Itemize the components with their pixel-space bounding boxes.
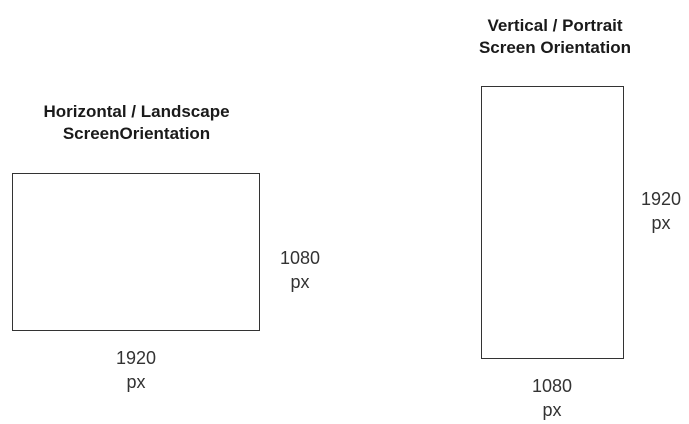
portrait-title: Vertical / Portrait Screen Orientation: [450, 15, 660, 59]
portrait-height-label: 1920 px: [633, 187, 689, 235]
landscape-width-label: 1920 px: [104, 346, 168, 394]
portrait-height-value: 1920: [640, 189, 682, 209]
landscape-height-label: 1080 px: [268, 246, 332, 294]
portrait-title-line2: Screen Orientation: [478, 38, 632, 57]
landscape-width-value: 1920: [115, 348, 157, 368]
landscape-title: Horizontal / Landscape ScreenOrientation: [0, 101, 273, 145]
landscape-title-line1: Horizontal / Landscape: [43, 102, 230, 121]
portrait-title-line1: Vertical / Portrait: [487, 16, 623, 35]
landscape-height-unit: px: [290, 272, 310, 292]
portrait-screen-rectangle: [481, 86, 624, 359]
landscape-title-line2: ScreenOrientation: [62, 124, 211, 143]
landscape-screen-rectangle: [12, 173, 260, 331]
landscape-width-unit: px: [126, 372, 146, 392]
portrait-width-value: 1080: [531, 376, 573, 396]
portrait-width-unit: px: [542, 400, 562, 420]
landscape-height-value: 1080: [279, 248, 321, 268]
portrait-width-label: 1080 px: [520, 374, 584, 422]
portrait-height-unit: px: [651, 213, 671, 233]
